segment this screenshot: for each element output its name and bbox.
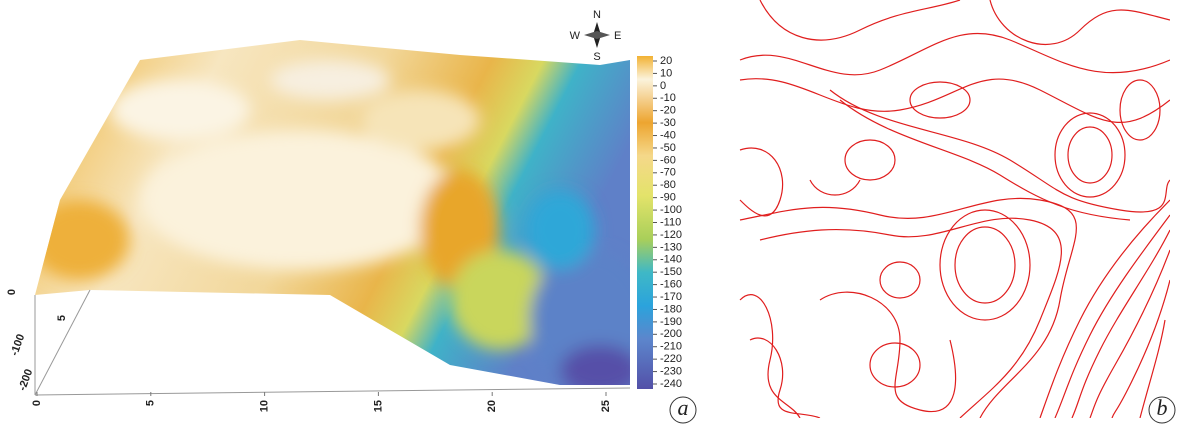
panel-label: a [678,395,689,420]
compass-north: N [593,9,601,21]
x-tick-label: 0 [31,400,43,406]
colorbar-tick-label: -240 [660,378,682,390]
colorbar-tick-label: -210 [660,341,682,353]
colorbar [637,56,653,389]
compass-east: E [614,30,621,42]
colorbar-tick-label: -100 [660,204,682,216]
colorbar-tick-label: -150 [660,266,682,278]
colorbar-tick-label: -190 [660,316,682,328]
colorbar-tick-label: -180 [660,303,682,315]
colorbar-tick-label: -90 [660,192,676,204]
x-tick-label: 20 [486,400,498,412]
colorbar-tick-label: -170 [660,291,682,303]
colorbar-tick-label: -140 [660,254,682,266]
y-tick-label: 5 [56,315,68,321]
colorbar-tick-label: -110 [660,216,681,228]
colorbar-tick-label: -200 [660,328,682,340]
colorbar-tick-label: -160 [660,279,682,291]
colorbar-tick-label: -70 [660,167,676,179]
colorbar-tick-label: 10 [660,67,672,79]
compass-west: W [570,30,581,42]
figure: N E S W 20100-10-20-30-40-50-60-70-80-90… [0,0,1186,430]
z-tick-label: -100 [9,333,28,358]
colorbar-tick-label: -10 [660,92,676,104]
x-tick-label: 15 [372,400,384,412]
compass-south: S [593,51,600,63]
colorbar-tick-label: -20 [660,105,676,117]
colorbar-tick-label: -30 [660,117,676,129]
z-tick-label: -200 [17,368,36,393]
contour-map [740,0,1170,418]
colorbar-tick-label: -120 [660,229,682,241]
x-tick-label: 10 [259,400,271,412]
x-tick-label: 5 [145,400,157,406]
colorbar-tick-label: -60 [660,154,676,166]
terrain-surface [30,40,650,395]
x-tick-label: 25 [600,400,612,412]
colorbar-tick-label: -130 [660,241,682,253]
colorbar-tick-label: -80 [660,179,676,191]
colorbar-tick-label: -40 [660,129,676,141]
colorbar-tick-label: -50 [660,142,676,154]
colorbar-tick-label: -230 [660,365,682,377]
y-tick-label: 0 [6,289,18,295]
panel-label: b [1157,395,1168,420]
colorbar-tick-label: 20 [660,55,672,67]
colorbar-tick-label: 0 [660,80,666,92]
compass: N E S W [570,9,622,63]
colorbar-tick-label: -220 [660,353,682,365]
